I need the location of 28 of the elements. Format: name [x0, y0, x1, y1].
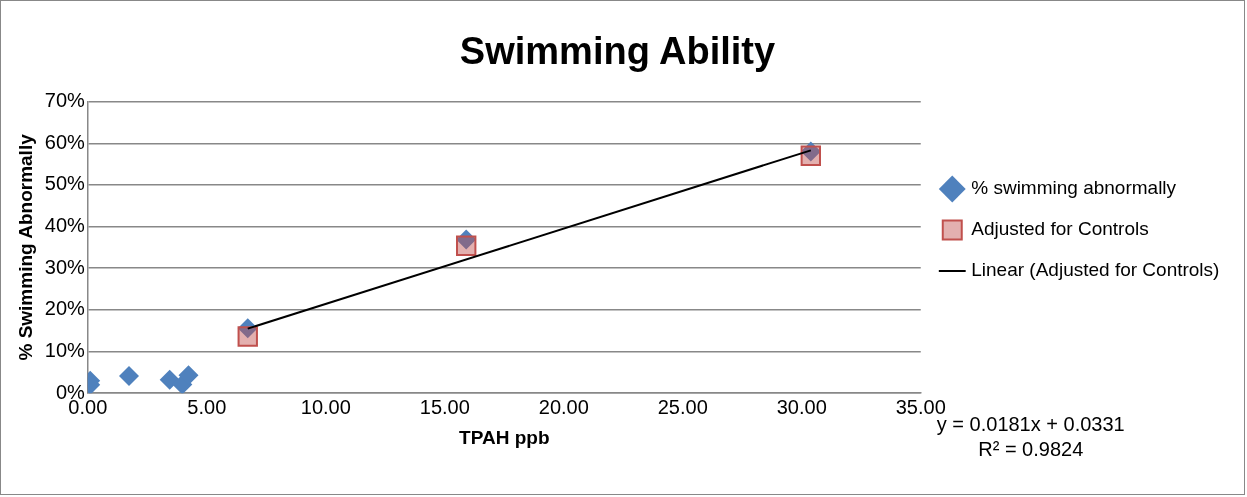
y-tick-label: 30% [44, 255, 86, 278]
x-axis-title: TPAH ppb [459, 426, 550, 448]
y-tick-label: 60% [44, 130, 86, 153]
y-tick-label: 50% [44, 172, 86, 195]
point [456, 235, 477, 256]
point [456, 229, 477, 250]
y-tick-label: 40% [44, 214, 86, 237]
x-tick-label: 5.00 [187, 395, 227, 418]
y-tick-label: 10% [44, 339, 86, 362]
point [178, 365, 199, 386]
x-tick-label: 35.00 [895, 395, 946, 418]
x-tick-label: 15.00 [419, 395, 470, 418]
y-axis-title: % Swimming Abnormally [14, 133, 36, 361]
y-tick-label: 70% [44, 89, 86, 112]
x-tick-label: 25.00 [657, 395, 708, 418]
text: R² = 0.9824 [978, 437, 1084, 460]
x-tick-label: 10.00 [300, 395, 351, 418]
x-tick-label: 30.00 [776, 395, 827, 418]
point [237, 318, 258, 339]
chart-title: Swimming Ability [459, 30, 776, 73]
point [159, 369, 180, 390]
y-tick-label: 20% [44, 297, 86, 320]
legend-label: % swimming abnormally [971, 177, 1177, 199]
point [237, 326, 258, 347]
x-tick-label: 20.00 [538, 395, 589, 418]
legend-label: Linear (Adjusted for Controls) [971, 259, 1220, 281]
legend-label: Adjusted for Controls [971, 218, 1149, 240]
point [119, 366, 139, 387]
